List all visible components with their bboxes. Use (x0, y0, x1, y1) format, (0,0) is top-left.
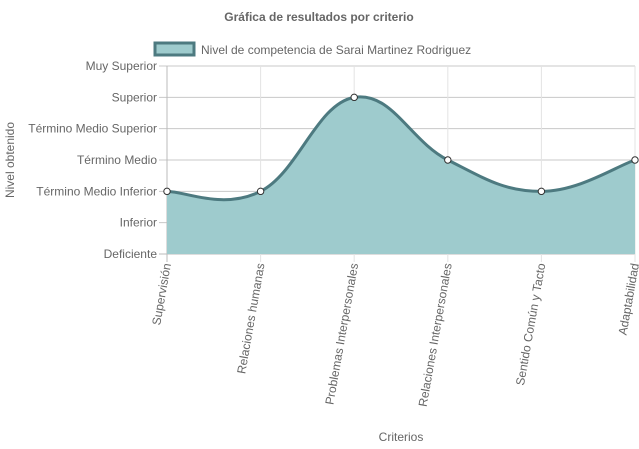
x-tick-label: Supervisión (149, 262, 174, 326)
y-tick-label: Término Medio Inferior (36, 184, 157, 198)
data-point-4[interactable] (537, 187, 546, 196)
y-tick-label: Término Medio (77, 153, 157, 167)
y-tick-label: Muy Superior (86, 59, 157, 73)
x-tick-label: Adaptabilidad (616, 262, 639, 336)
data-point-2[interactable] (350, 93, 358, 102)
data-point-0[interactable] (163, 187, 171, 196)
series-line (166, 95, 636, 202)
legend[interactable]: Nivel de competencia de Sarai Martinez R… (153, 41, 471, 57)
x-tick-label: Relaciones humanas (234, 262, 267, 375)
data-point-3[interactable] (444, 156, 452, 164)
y-tick-label: Superior (112, 90, 157, 104)
x-tick-label: Relaciones Interpersonales (416, 262, 455, 408)
x-tick-label: Sentido Común y Tacto (513, 262, 548, 387)
x-tick-label: Problemas Interpersonales (322, 262, 361, 406)
y-tick-label: Inferior (120, 216, 157, 230)
x-axis-title: Criterios (379, 430, 424, 444)
legend-swatch[interactable] (153, 41, 196, 57)
data-point-5[interactable] (631, 156, 639, 164)
y-tick-label: Término Medio Superior (28, 122, 157, 136)
data-point-1[interactable] (256, 187, 265, 196)
y-axis-ticks: Deficiente Inferior Término Medio Inferior… (28, 59, 157, 261)
chart-title: Gráfica de resultados por criterio (224, 10, 413, 24)
series-area (167, 96, 635, 254)
data-points (163, 93, 639, 196)
legend-label[interactable]: Nivel de competencia de Sarai Martinez R… (201, 43, 471, 57)
x-axis-ticks: Supervisión Relaciones humanas Problemas I… (149, 262, 639, 408)
y-axis-title: Nivel obtenido (3, 122, 17, 198)
y-tick-label: Deficiente (104, 247, 158, 261)
